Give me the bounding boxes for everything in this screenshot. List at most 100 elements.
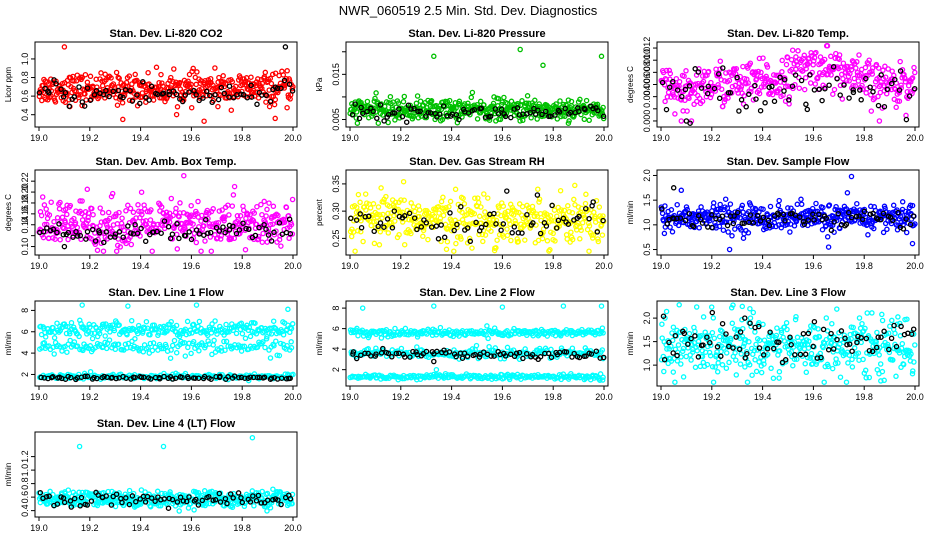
data-point bbox=[87, 368, 94, 375]
data-point bbox=[845, 360, 851, 366]
data-point bbox=[437, 324, 444, 331]
data-point bbox=[684, 206, 690, 213]
data-point bbox=[357, 199, 363, 206]
data-point bbox=[444, 238, 451, 245]
y-tick-label: 0.5 bbox=[642, 243, 652, 256]
data-point bbox=[866, 57, 872, 63]
data-point bbox=[659, 79, 666, 86]
data-point bbox=[174, 221, 180, 227]
data-point bbox=[90, 211, 96, 218]
data-point bbox=[377, 220, 384, 226]
data-point bbox=[737, 361, 744, 367]
data-point bbox=[374, 115, 380, 122]
data-point bbox=[56, 221, 62, 227]
data-point bbox=[807, 80, 814, 86]
data-point bbox=[811, 58, 817, 64]
data-point bbox=[211, 337, 217, 344]
data-point bbox=[485, 335, 491, 342]
data-point bbox=[51, 335, 58, 341]
data-point bbox=[102, 333, 108, 339]
data-point bbox=[194, 69, 200, 75]
x-tick-label: 19.4 bbox=[132, 133, 150, 143]
data-point bbox=[716, 95, 723, 102]
x-tick-label: 20.0 bbox=[284, 392, 302, 402]
data-point bbox=[134, 92, 140, 98]
data-point bbox=[792, 72, 799, 78]
data-point bbox=[678, 361, 684, 367]
data-point bbox=[210, 82, 216, 89]
data-point bbox=[504, 226, 510, 232]
outlier-point bbox=[201, 118, 207, 124]
data-points bbox=[347, 178, 607, 254]
data-point bbox=[85, 214, 91, 221]
data-point bbox=[42, 85, 48, 92]
panel-title: Stan. Dev. Amb. Box Temp. bbox=[96, 156, 237, 168]
data-point bbox=[514, 105, 521, 111]
data-point bbox=[794, 201, 801, 208]
data-point bbox=[236, 227, 243, 233]
data-point bbox=[709, 224, 715, 231]
data-point bbox=[186, 89, 192, 95]
panel-title: Stan. Dev. Line 1 Flow bbox=[108, 287, 224, 299]
data-point bbox=[776, 86, 783, 92]
data-point bbox=[380, 211, 386, 218]
data-point bbox=[205, 332, 211, 339]
data-point bbox=[225, 343, 231, 349]
data-point bbox=[779, 69, 785, 75]
data-point bbox=[554, 116, 561, 122]
data-point bbox=[454, 221, 460, 228]
data-point bbox=[826, 82, 832, 88]
y-axis-label: ml/min bbox=[626, 332, 635, 356]
x-tick-label: 19.8 bbox=[233, 261, 251, 271]
x-tick-label: 20.0 bbox=[906, 133, 924, 143]
data-point bbox=[547, 247, 553, 253]
data-point bbox=[378, 185, 384, 191]
x-tick-label: 19.2 bbox=[392, 392, 410, 402]
data-point bbox=[747, 212, 754, 218]
data-point bbox=[91, 330, 98, 336]
data-point bbox=[516, 201, 523, 207]
data-point bbox=[208, 248, 215, 254]
data-point bbox=[353, 217, 360, 223]
x-tick-label: 20.0 bbox=[284, 133, 302, 143]
y-tick-label: 0.015 bbox=[331, 63, 341, 86]
y-tick-label: 4 bbox=[20, 351, 30, 356]
data-point bbox=[471, 106, 478, 113]
x-tick-label: 19.4 bbox=[443, 392, 461, 402]
data-point bbox=[128, 241, 135, 248]
data-point bbox=[410, 204, 417, 210]
data-point bbox=[469, 245, 475, 251]
data-point bbox=[600, 115, 607, 122]
data-point bbox=[453, 353, 459, 360]
data-point bbox=[824, 234, 831, 240]
data-point bbox=[277, 340, 284, 347]
data-point bbox=[50, 374, 56, 380]
data-point bbox=[188, 350, 194, 357]
data-point bbox=[173, 205, 179, 212]
x-tick-label: 19.8 bbox=[855, 133, 873, 143]
data-point bbox=[857, 87, 863, 93]
data-point bbox=[805, 217, 811, 223]
data-point bbox=[477, 98, 484, 105]
data-point bbox=[41, 202, 48, 208]
data-point bbox=[123, 240, 129, 247]
data-point bbox=[892, 76, 898, 83]
x-tick-label: 19.4 bbox=[443, 261, 461, 271]
data-point bbox=[453, 111, 460, 118]
data-point bbox=[731, 213, 737, 219]
data-point bbox=[38, 212, 45, 219]
outlier-point bbox=[125, 303, 131, 309]
data-point bbox=[699, 98, 706, 105]
data-point bbox=[48, 76, 54, 82]
data-point bbox=[565, 203, 571, 209]
data-point bbox=[266, 103, 273, 110]
data-point bbox=[746, 339, 752, 345]
data-point bbox=[261, 198, 267, 205]
data-point bbox=[738, 227, 744, 233]
data-point bbox=[200, 95, 206, 101]
data-point bbox=[171, 66, 177, 72]
data-point bbox=[140, 349, 147, 355]
data-point bbox=[802, 360, 808, 367]
data-point bbox=[896, 89, 903, 96]
